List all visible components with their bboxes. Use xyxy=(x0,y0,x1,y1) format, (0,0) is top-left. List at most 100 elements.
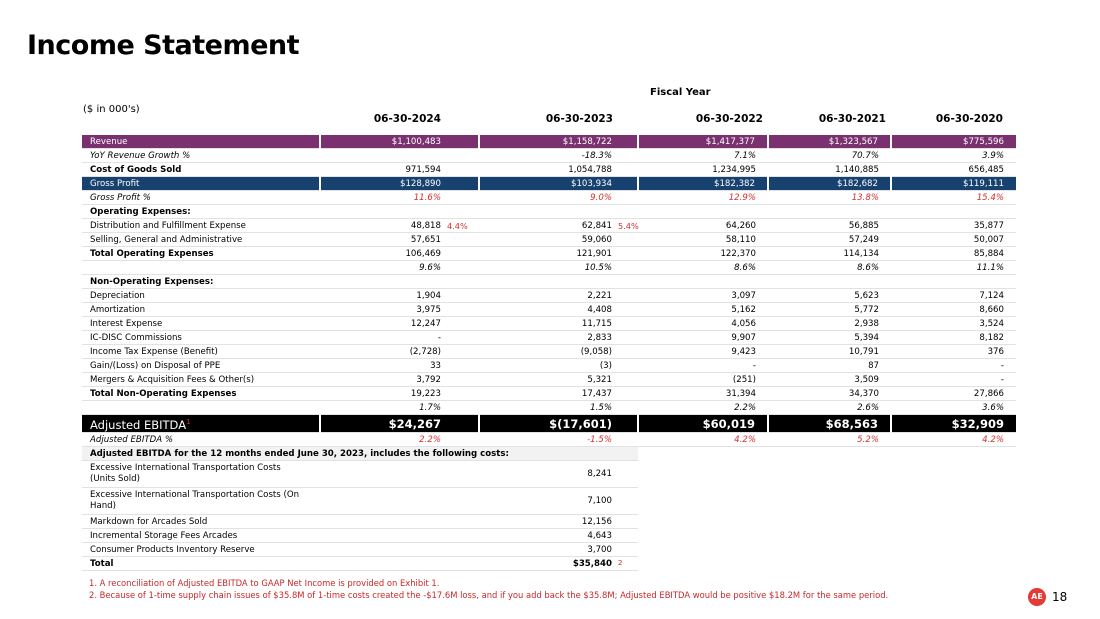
empty-cell xyxy=(638,488,1016,515)
percent-note xyxy=(615,274,638,289)
cell-value: 57,249 xyxy=(768,232,891,247)
cell-value: 3,975 xyxy=(320,302,444,317)
cell-value xyxy=(320,148,444,163)
cell-value: 5,623 xyxy=(768,288,891,303)
cell-value: 3,097 xyxy=(638,288,768,303)
cell-value: $182,682 xyxy=(767,176,891,191)
empty-cell xyxy=(615,542,638,557)
percent-note xyxy=(444,316,479,331)
column-header: 06-30-2021 xyxy=(818,113,886,125)
cell-value: 9.0% xyxy=(479,190,615,205)
empty-cell xyxy=(638,515,1016,529)
cell-value: 4.2% xyxy=(891,432,1016,447)
cell-value: 106,469 xyxy=(320,246,444,261)
cost-total-value: $35,840 xyxy=(320,556,615,571)
percent-note xyxy=(615,358,638,373)
cell-value xyxy=(320,204,444,219)
cell-value: - xyxy=(320,330,444,345)
cost-value: 3,700 xyxy=(320,542,615,557)
cell-value: 2,833 xyxy=(479,330,615,345)
cost-label: Consumer Products Inventory Reserve xyxy=(82,542,320,557)
cell-value: 59,060 xyxy=(479,232,615,247)
page-title: Income Statement xyxy=(27,30,300,61)
cell-value xyxy=(768,204,891,219)
cell-value: 8.6% xyxy=(768,260,891,275)
percent-note xyxy=(444,432,479,447)
row-label: Non-Operating Expenses: xyxy=(82,274,320,289)
empty-cell xyxy=(638,529,1016,543)
cell-value: 3,524 xyxy=(891,316,1016,331)
cell-value: $32,909 xyxy=(890,414,1016,433)
cell-value xyxy=(479,204,615,219)
cell-value: 35,877 xyxy=(891,218,1016,233)
table-row: IC-DISC Commissions - 2,833 9,907 5,394 8,182 xyxy=(82,330,1016,345)
cell-value: 5,772 xyxy=(768,302,891,317)
cell-value: 15.4% xyxy=(891,190,1016,205)
cell-value: 17,437 xyxy=(479,386,615,401)
row-label: Total Operating Expenses xyxy=(82,246,320,261)
footnote-1: 1. A reconciliation of Adjusted EBITDA t… xyxy=(89,578,440,588)
cell-value: 1.7% xyxy=(320,400,444,415)
percent-note xyxy=(444,358,479,373)
percent-note xyxy=(615,260,638,275)
cell-value: $68,563 xyxy=(767,414,891,433)
cell-value: 2.2% xyxy=(638,400,768,415)
cell-value: $775,596 xyxy=(890,135,1016,149)
cell-value: 50,007 xyxy=(891,232,1016,247)
row-label: YoY Revenue Growth % xyxy=(82,148,320,163)
percent-note xyxy=(615,386,638,401)
cell-value: 1,234,995 xyxy=(638,162,768,177)
percent-note xyxy=(615,302,638,317)
cell-value: -18.3% xyxy=(479,148,615,163)
table-row: Gain/(Loss) on Disposal of PPE 33 (3) -87- xyxy=(82,358,1016,373)
percent-note xyxy=(615,190,638,205)
percent-note xyxy=(444,260,479,275)
percent-note xyxy=(444,190,479,205)
percent-note xyxy=(615,135,638,149)
percent-note xyxy=(444,344,479,359)
row-label: Adjusted EBITDA1 xyxy=(82,414,320,433)
cost-item-row: Excessive International Transportation C… xyxy=(82,460,1016,488)
cell-value: (251) xyxy=(638,372,768,387)
table-row: Total Non-Operating Expenses 19,223 17,437… xyxy=(82,386,1016,401)
cell-value xyxy=(638,204,768,219)
cost-value: 7,100 xyxy=(320,487,615,515)
cell-value: - xyxy=(638,358,768,373)
empty-cell xyxy=(615,528,638,543)
cell-value: 5,321 xyxy=(479,372,615,387)
cell-value: 1,054,788 xyxy=(479,162,615,177)
cost-item-row: Consumer Products Inventory Reserve 3,700 xyxy=(82,542,1016,557)
table-row: Depreciation 1,904 2,221 3,097 5,623 7,124 xyxy=(82,288,1016,303)
row-label: Gross Profit % xyxy=(82,190,320,205)
cell-value: 5,162 xyxy=(638,302,768,317)
cell-value: 3,509 xyxy=(768,372,891,387)
empty-cell xyxy=(638,543,1016,557)
cell-value: 121,901 xyxy=(479,246,615,261)
income-statement-table: Revenue $1,100,483 $1,158,722 $1,417,377 $1,… xyxy=(82,135,1016,571)
cell-value: 2,221 xyxy=(479,288,615,303)
percent-note xyxy=(444,288,479,303)
cost-label: Incremental Storage Fees Arcades xyxy=(82,528,320,543)
percent-note xyxy=(444,414,479,433)
percent-note xyxy=(615,400,638,415)
table-row: Revenue $1,100,483 $1,158,722 $1,417,377 $1,… xyxy=(82,135,1016,149)
percent-note xyxy=(444,232,479,247)
cell-value: 1.5% xyxy=(479,400,615,415)
cell-value: 62,841 xyxy=(479,218,615,233)
cell-value: 9,423 xyxy=(638,344,768,359)
percent-note xyxy=(444,162,479,177)
cell-value: 3.9% xyxy=(891,148,1016,163)
cell-value: 7,124 xyxy=(891,288,1016,303)
cell-value: $1,158,722 xyxy=(478,135,615,149)
cell-value: 11,715 xyxy=(479,316,615,331)
percent-note xyxy=(444,302,479,317)
row-label: Depreciation xyxy=(82,288,320,303)
cell-value: -1.5% xyxy=(479,432,615,447)
cell-value: $24,267 xyxy=(319,414,444,433)
cell-value xyxy=(891,204,1016,219)
cell-value: (2,728) xyxy=(320,344,444,359)
row-label xyxy=(82,400,320,415)
percent-note xyxy=(615,246,638,261)
cell-value: 376 xyxy=(891,344,1016,359)
cell-value: 3,792 xyxy=(320,372,444,387)
